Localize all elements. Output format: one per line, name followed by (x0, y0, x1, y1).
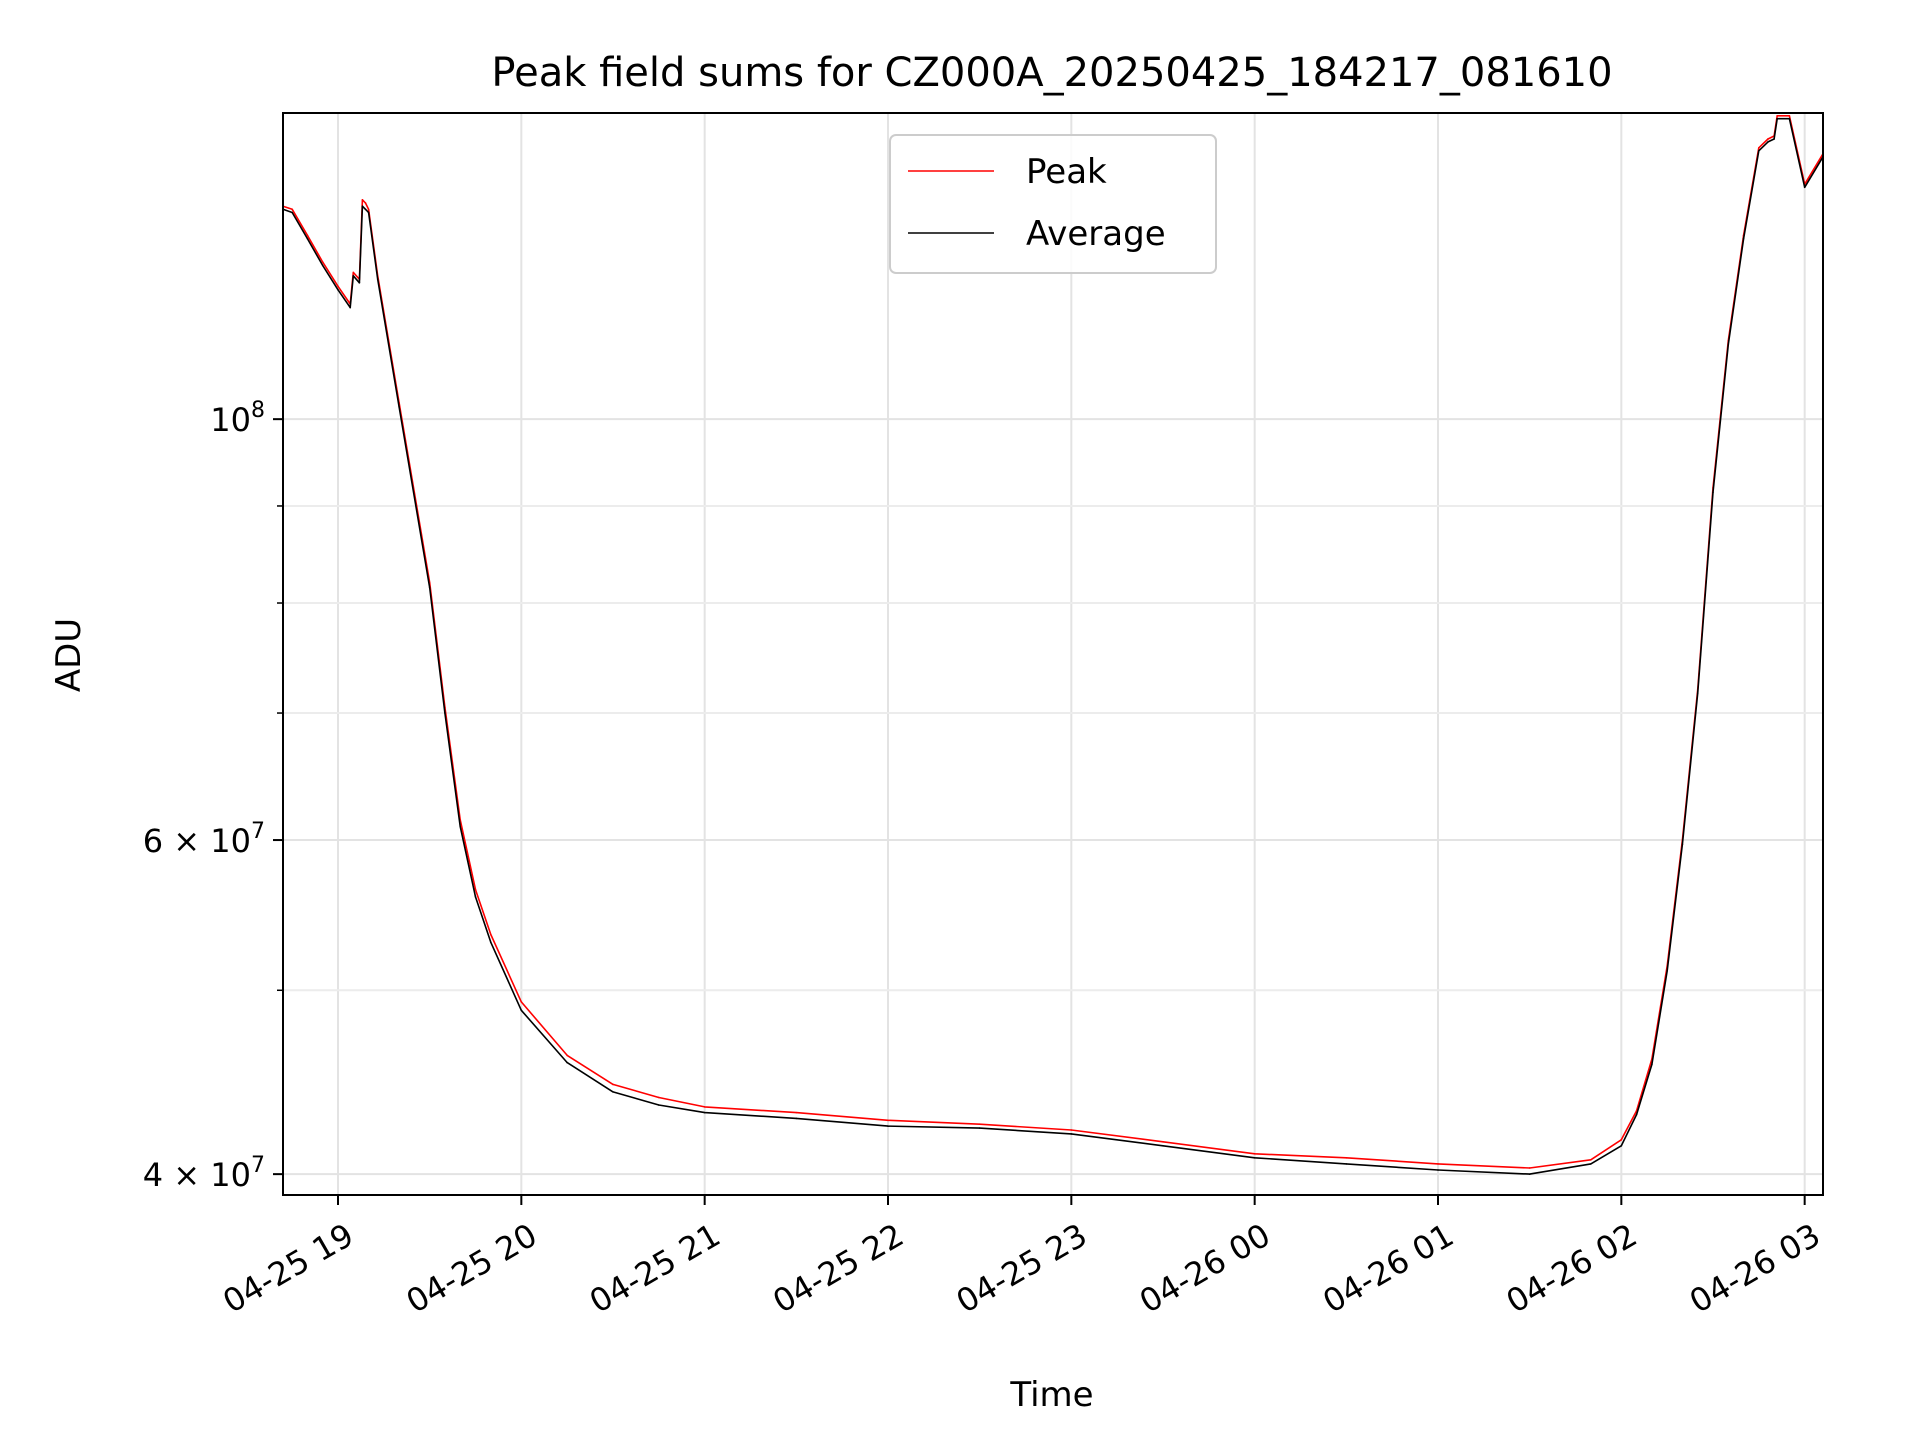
legend-label-average: Average (1026, 214, 1166, 254)
x-axis-label: Time (1009, 1375, 1093, 1415)
data-point-average (1712, 491, 1714, 494)
data-point-peak (887, 1119, 889, 1122)
data-point-average (1345, 1163, 1348, 1165)
data-point-peak (474, 888, 477, 891)
data-point-average (1620, 1144, 1623, 1147)
data-point-peak (367, 208, 370, 211)
data-point-peak (361, 199, 364, 201)
data-point-average (489, 941, 492, 944)
data-point-average (520, 1009, 523, 1012)
chart-title: Peak field sums for CZ000A_20250425_1842… (491, 50, 1612, 96)
data-point-peak (1253, 1152, 1256, 1155)
data-point-average (364, 208, 367, 211)
legend-box (889, 134, 1217, 274)
y-tick-label: 6 × 107 (143, 819, 265, 860)
data-point-peak (1776, 115, 1778, 117)
gridlines (283, 113, 1823, 1195)
data-point-peak (321, 261, 324, 263)
data-point-peak (1767, 138, 1769, 140)
data-point-peak (364, 202, 367, 204)
plot-area-frame (282, 112, 1824, 1196)
chart-legend: Peak Average (889, 134, 1217, 274)
data-point-average (658, 1104, 660, 1106)
y-tick-label: 4 × 107 (143, 1153, 265, 1194)
data-point-peak (306, 234, 309, 237)
data-point-average (1727, 343, 1730, 346)
data-point-average (703, 1111, 706, 1114)
data-point-average (1758, 149, 1760, 152)
data-point-average (1070, 1133, 1073, 1135)
data-point-average (1696, 692, 1699, 695)
data-point-peak (1528, 1167, 1531, 1169)
data-point-peak (337, 285, 339, 288)
data-point-peak (612, 1083, 614, 1086)
data-point-peak (489, 933, 492, 936)
data-point-peak (795, 1111, 798, 1114)
data-point-peak (1589, 1159, 1592, 1161)
data-point-average (376, 278, 379, 281)
data-point-average (459, 825, 462, 828)
data-point-peak (520, 1001, 523, 1003)
data-point-average (321, 264, 324, 267)
data-point-average (978, 1127, 981, 1129)
data-point-average (1681, 843, 1684, 845)
data-point-peak (1345, 1157, 1348, 1159)
data-point-average (444, 712, 446, 714)
data-point-average (361, 205, 364, 207)
data-point-peak (1070, 1129, 1073, 1131)
data-point-peak (566, 1054, 568, 1057)
data-point-average (1666, 969, 1668, 972)
data-point-peak (1788, 115, 1791, 117)
data-point-average (1253, 1157, 1256, 1159)
data-point-peak (291, 208, 293, 211)
data-point-average (367, 211, 370, 214)
data-point-average (337, 288, 339, 291)
data-point-average (566, 1061, 568, 1064)
data-point-peak (352, 271, 355, 274)
data-point-average (1437, 1169, 1439, 1171)
data-point-average (1788, 117, 1791, 120)
data-point-average (1162, 1144, 1164, 1147)
data-point-peak (1162, 1141, 1164, 1143)
data-point-peak (1620, 1139, 1623, 1141)
legend-label-peak: Peak (1026, 152, 1107, 192)
y-axis-label: ADU (49, 618, 89, 692)
data-point-average (1651, 1063, 1653, 1066)
data-point-peak (978, 1123, 981, 1125)
data-point-average (1589, 1163, 1592, 1165)
data-point-average (1803, 186, 1806, 189)
data-point-average (358, 281, 361, 284)
data-point-average (1773, 138, 1775, 140)
data-point-average (306, 237, 309, 240)
data-point-average (1528, 1173, 1531, 1175)
data-point-average (349, 306, 352, 309)
plot-series (282, 115, 1824, 1175)
y-tick-label: 108 (210, 398, 265, 439)
data-point-peak (703, 1106, 706, 1108)
data-point-average (398, 406, 400, 408)
data-point-average (1776, 117, 1778, 120)
data-point-average (291, 211, 293, 214)
data-point-average (1742, 237, 1745, 240)
data-point-average (474, 896, 477, 898)
data-point-average (428, 586, 431, 589)
data-point-peak (1437, 1163, 1439, 1165)
data-point-average (352, 275, 355, 277)
data-point-average (1635, 1113, 1638, 1116)
data-point-average (887, 1125, 889, 1127)
data-point-peak (1758, 147, 1760, 149)
data-point-average (1767, 141, 1769, 143)
data-point-average (612, 1091, 614, 1093)
data-point-average (795, 1117, 798, 1120)
data-point-peak (658, 1096, 660, 1099)
